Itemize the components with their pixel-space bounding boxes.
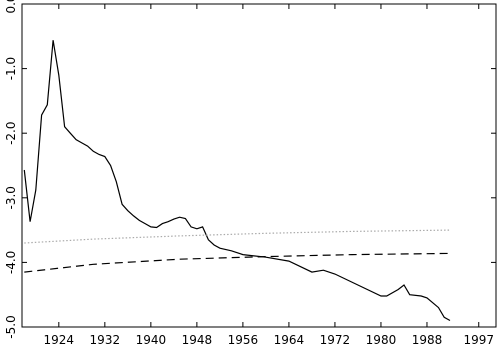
x-tick-label: 1948 — [182, 333, 213, 347]
x-tick-label: 1932 — [90, 333, 121, 347]
line-series — [24, 252, 451, 273]
x-tick-label: 1997 — [463, 333, 494, 347]
x-tick-label: 1940 — [136, 333, 167, 347]
x-tick-label: 1980 — [366, 333, 397, 347]
y-tick-label: -2.0 — [4, 121, 18, 144]
x-tick-label: 1956 — [228, 333, 259, 347]
y-tick-label: 0.0 — [4, 0, 18, 14]
x-tick-label: 1972 — [320, 333, 351, 347]
y-tick-label: -1.0 — [4, 57, 18, 80]
x-tick-label: 1924 — [44, 333, 75, 347]
y-tick-label: -5.0 — [4, 315, 18, 338]
y-tick-label: -3.0 — [4, 186, 18, 209]
line-series — [24, 229, 451, 244]
line-series — [23, 40, 451, 322]
plot-frame — [21, 3, 497, 328]
y-tick-label: -4.0 — [4, 251, 18, 274]
x-tick-label: 1964 — [274, 333, 305, 347]
x-tick-label: 1988 — [412, 333, 443, 347]
